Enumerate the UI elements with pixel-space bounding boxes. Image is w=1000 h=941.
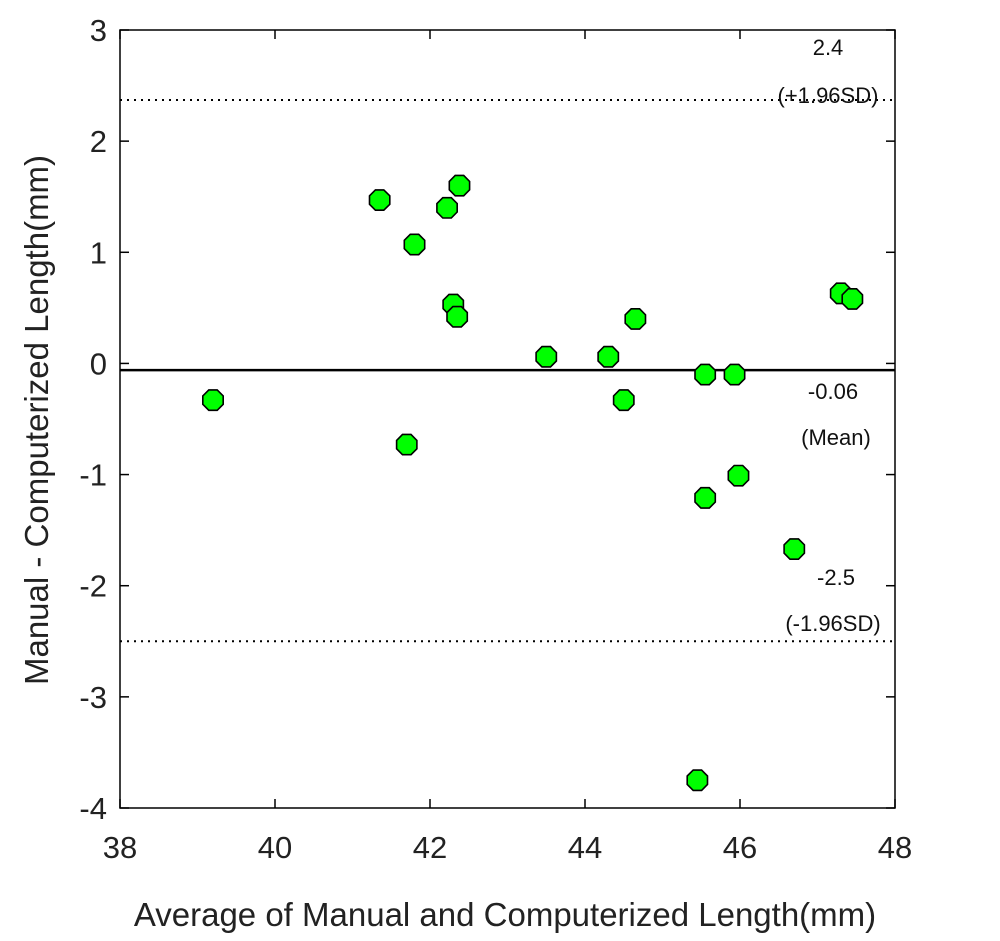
x-tick-label: 42 — [413, 830, 447, 865]
y-tick-label: 3 — [90, 13, 107, 48]
x-axis-title: Average of Manual and Computerized Lengt… — [134, 896, 876, 933]
data-point — [403, 233, 426, 256]
ref-desc-label: (Mean) — [801, 425, 871, 450]
data-point — [448, 174, 471, 197]
x-tick-label: 46 — [723, 830, 757, 865]
data-point — [841, 287, 864, 310]
y-tick-label: -4 — [79, 791, 107, 826]
y-tick-label: -2 — [79, 569, 107, 604]
data-point — [624, 307, 647, 330]
data-point — [694, 363, 717, 386]
ref-value-label: -0.06 — [808, 379, 858, 404]
data-point — [395, 433, 418, 456]
axis-ticks — [119, 29, 896, 809]
x-tick-label: 48 — [878, 830, 912, 865]
data-point — [368, 189, 391, 211]
data-point — [446, 305, 469, 328]
x-tick-label: 38 — [103, 830, 137, 865]
x-tick-label: 40 — [258, 830, 292, 865]
reference-lines — [120, 99, 895, 643]
y-tick-label: 0 — [90, 346, 107, 381]
tick-labels: 38 40 42 44 46 48 3 2 1 0 -1 -2 -3 -4 — [79, 13, 912, 865]
data-points — [202, 174, 864, 792]
data-point — [783, 538, 806, 561]
ref-desc-label: (-1.96SD) — [785, 611, 880, 636]
data-point — [436, 196, 459, 219]
data-point — [723, 363, 746, 386]
y-tick-label: 1 — [90, 235, 107, 270]
ref-value-label: 2.4 — [813, 35, 844, 60]
plot-area-border — [119, 29, 896, 809]
y-tick-label: 2 — [90, 124, 107, 159]
data-point — [535, 345, 558, 368]
y-axis-title: Manual - Computerized Length(mm) — [18, 155, 55, 685]
data-point — [612, 389, 635, 412]
plot-frame — [119, 29, 896, 809]
data-point — [694, 486, 717, 509]
data-point — [686, 769, 709, 792]
reference-annotations: 2.4 (+1.96SD) -0.06 (Mean) -2.5 (-1.96SD) — [778, 35, 881, 636]
ref-value-label: -2.5 — [817, 565, 855, 590]
ref-desc-label: (+1.96SD) — [778, 83, 879, 108]
y-tick-label: -3 — [79, 680, 107, 715]
data-point — [597, 345, 620, 368]
data-point — [727, 464, 750, 487]
x-tick-label: 44 — [568, 830, 602, 865]
y-tick-label: -1 — [79, 458, 107, 493]
data-point — [202, 389, 224, 412]
